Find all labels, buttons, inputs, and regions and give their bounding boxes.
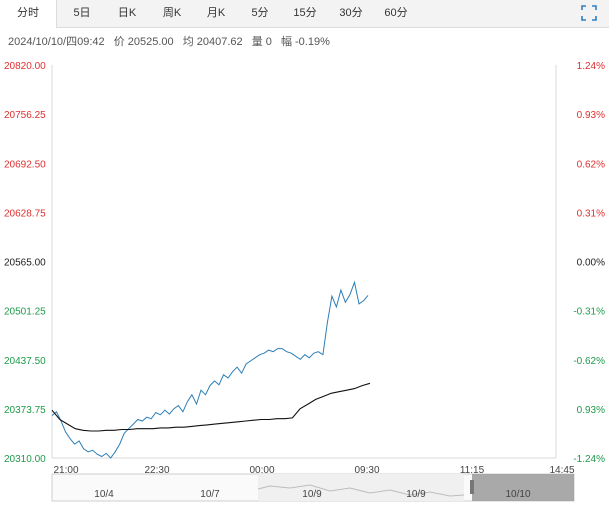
pct-axis-label: 0.00% [577, 258, 605, 269]
y-axis-label: 20501.25 [4, 307, 46, 318]
navigator-date-label: 10/9 [406, 489, 426, 500]
x-axis-label: 11:15 [460, 465, 485, 476]
quote-volume: 量 0 [251, 36, 272, 48]
pct-axis-label: 0.93% [577, 405, 605, 416]
y-axis-label: 20437.50 [4, 356, 46, 367]
navigator-date-label: 10/10 [505, 489, 530, 500]
pct-axis-label: -1.24% [573, 454, 605, 465]
quote-info-bar: 2024/10/10/四09:42 价 20525.00 均 20407.62 … [8, 33, 336, 49]
navigator-date-label: 10/7 [200, 489, 220, 500]
quote-price: 价 20525.00 [113, 36, 174, 48]
navigator-sparkline [257, 484, 465, 497]
y-axis-label: 20565.00 [4, 258, 46, 269]
quote-datetime: 2024/10/10/四09:42 [8, 36, 105, 48]
pct-axis-label: 0.62% [577, 159, 605, 170]
tab-30min[interactable]: 30分 [339, 7, 363, 19]
x-axis-label: 22:30 [144, 465, 169, 476]
tab-intraday[interactable]: 分时 [0, 0, 57, 28]
tab-5min[interactable]: 5分 [251, 7, 269, 19]
pct-axis-label: 0.31% [577, 208, 605, 219]
intraday-chart[interactable]: 20820.00 1.24% 20756.25 0.93% 20692.50 0.62% 2… [0, 55, 609, 505]
pct-axis-label: -0.31% [573, 307, 605, 318]
navigator-date-label: 10/9 [302, 489, 322, 500]
tab-daily-k[interactable]: 日K [117, 7, 137, 19]
y-axis-label: 20756.25 [4, 110, 46, 121]
quote-average: 均 20407.62 [182, 36, 243, 48]
tab-5day[interactable]: 5日 [73, 7, 91, 19]
average-line [51, 382, 371, 432]
pct-axis-label: 1.24% [577, 61, 605, 72]
y-axis-label: 20692.50 [4, 159, 46, 170]
navigator-handle[interactable] [470, 480, 474, 494]
y-axis-label: 20373.75 [4, 405, 46, 416]
y-axis-label: 20310.00 [4, 454, 46, 465]
pct-axis-label: 0.93% [577, 110, 605, 121]
navigator-date-label: 10/4 [94, 489, 114, 500]
price-line [51, 280, 369, 459]
period-tab-bar: 分时 5日 日K 周K 月K 5分 15分 30分 60分 [0, 0, 609, 28]
x-axis-label: 21:00 [53, 465, 78, 476]
x-axis-label: 00:00 [249, 465, 274, 476]
y-axis-label: 20628.75 [4, 208, 46, 219]
tab-weekly-k[interactable]: 周K [162, 7, 182, 19]
quote-change: 幅 -0.19% [280, 36, 330, 48]
x-axis-label: 09:30 [354, 465, 379, 476]
tab-60min[interactable]: 60分 [384, 7, 408, 19]
x-axis-label: 14:45 [549, 465, 574, 476]
y-axis-label: 20820.00 [4, 61, 46, 72]
tab-15min[interactable]: 15分 [293, 7, 317, 19]
navigator-selection [472, 474, 574, 501]
pct-axis-label: -0.62% [573, 356, 605, 367]
tab-monthly-k[interactable]: 月K [206, 7, 226, 19]
fullscreen-icon[interactable] [581, 5, 597, 21]
